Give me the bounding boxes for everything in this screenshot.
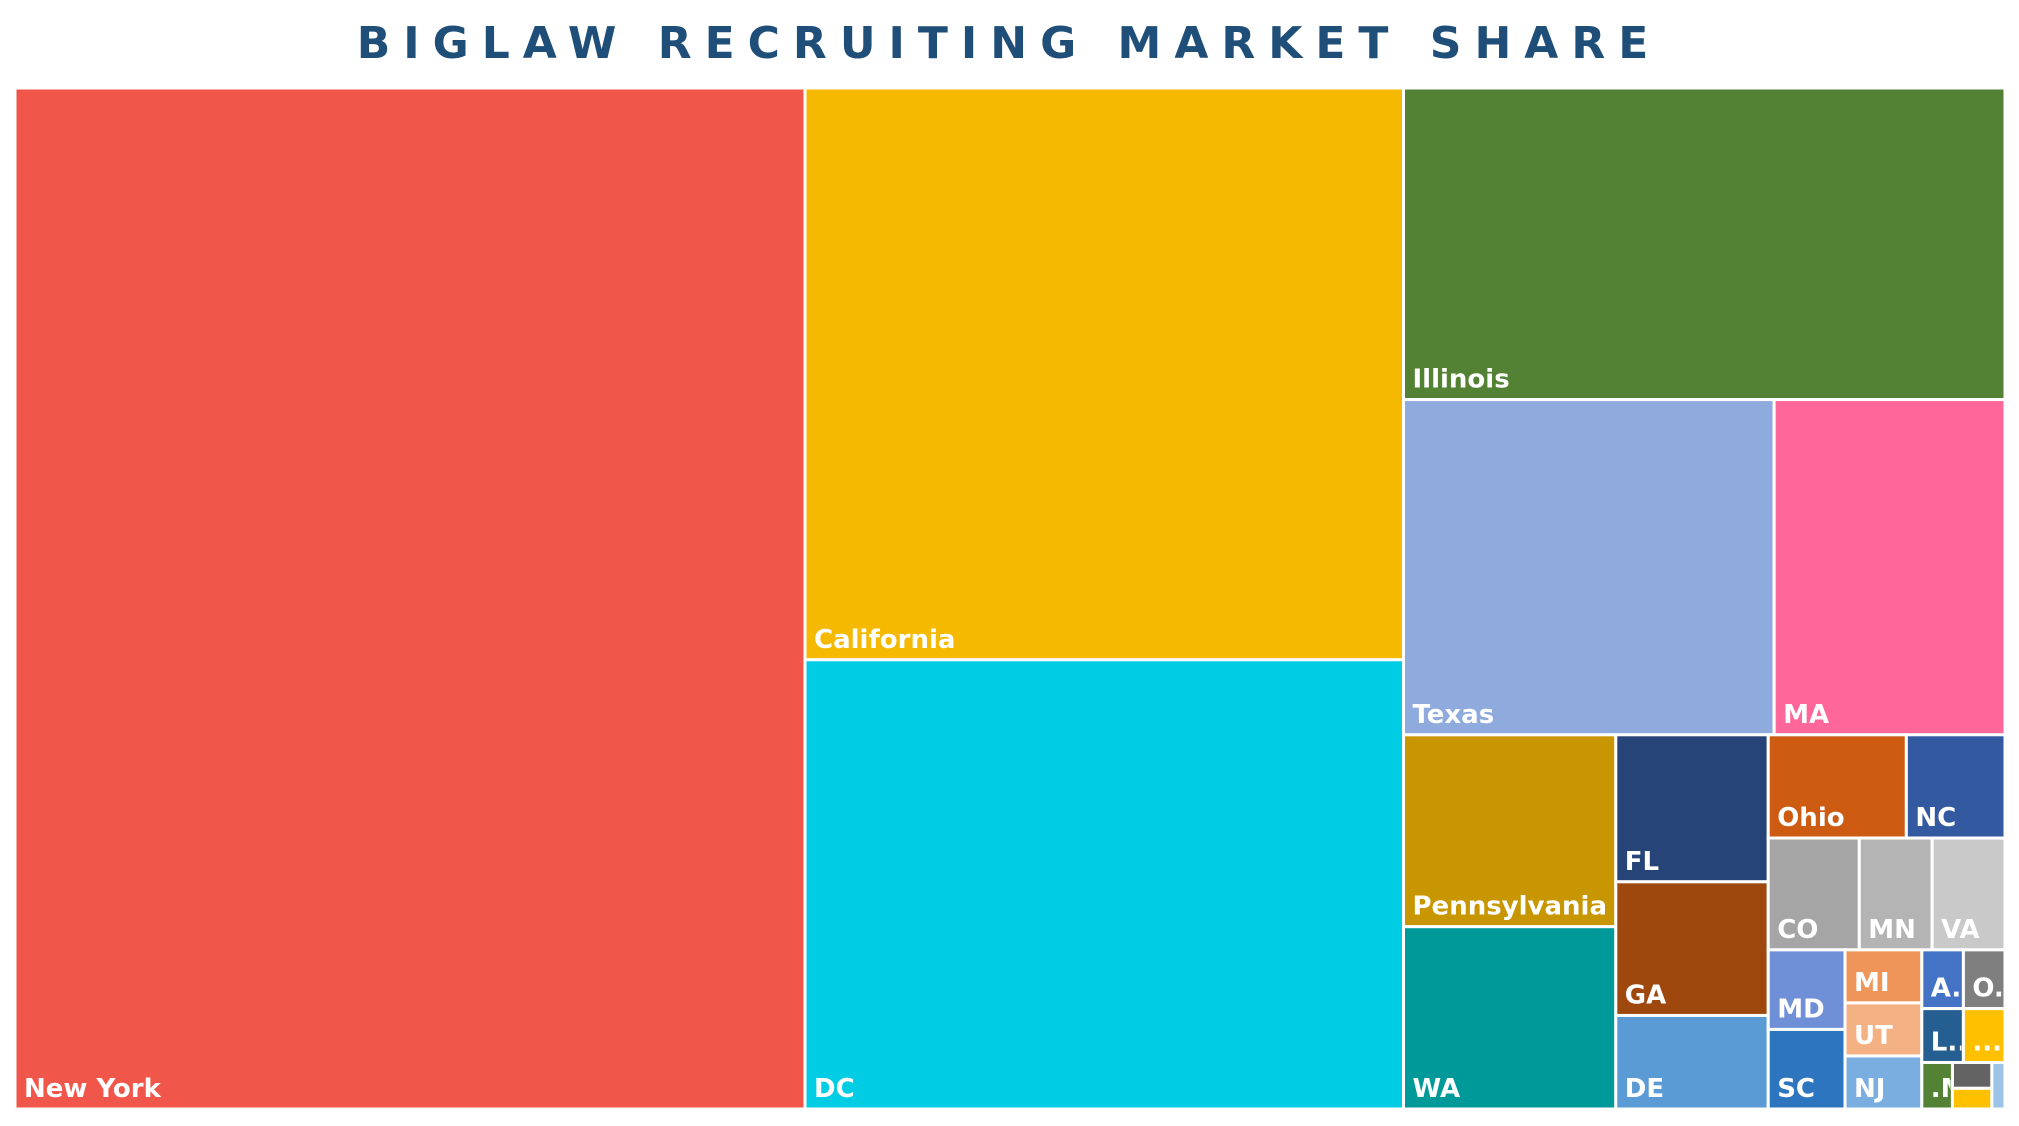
tile [13,86,807,1111]
tile-label: New York [24,1074,162,1104]
tile-label: WA [1413,1074,1461,1104]
tile [1766,836,1861,952]
tile-label: A.. [1931,974,1971,1004]
tile-label: ... [1972,1027,2002,1057]
tile-label: O.. [1972,974,2013,1004]
tile [1772,398,2007,737]
chart-title: BIGLAW RECRUITING MARKET SHARE [357,18,1662,69]
tile-label: .M [1931,1074,1967,1104]
tile-label: FL [1625,847,1659,877]
tile [803,86,1406,662]
tile-label: NJ [1854,1074,1885,1104]
tile [1950,1060,1994,1090]
tile-label: Texas [1413,700,1495,730]
tile [1961,948,2007,1011]
tile [803,658,1406,1111]
tile [1402,86,2007,402]
tile-label: L.. [1931,1027,1967,1057]
tile-label: Pennsylvania [1413,892,1608,922]
tile-label: MD [1777,994,1824,1024]
tile-label: VA [1941,915,1979,945]
tile-label: MI [1854,968,1890,998]
tile [1614,733,1770,884]
tile-label: SC [1777,1074,1815,1104]
tile-label: UT [1854,1021,1893,1051]
tile-label: GA [1625,980,1666,1010]
tile [1990,1060,2007,1111]
tile-label: Illinois [1413,365,1510,395]
tile-label: DC [814,1074,855,1104]
tile-label: DE [1625,1074,1664,1104]
tile-label: California [814,625,955,655]
tile-label: MA [1783,700,1829,730]
tile-label: MN [1868,915,1916,945]
tile [1614,1013,1770,1111]
tile [1766,733,1908,840]
tile [1950,1086,1994,1111]
tile [1930,836,2007,952]
tile-label: CO [1777,915,1818,945]
tile [1766,1027,1847,1111]
tile [1402,925,1618,1111]
tile [1920,948,1965,1011]
tile-label: NC [1915,803,1956,833]
tile [1402,733,1618,929]
tile [1402,398,1776,737]
tile-label: Ohio [1777,803,1844,833]
